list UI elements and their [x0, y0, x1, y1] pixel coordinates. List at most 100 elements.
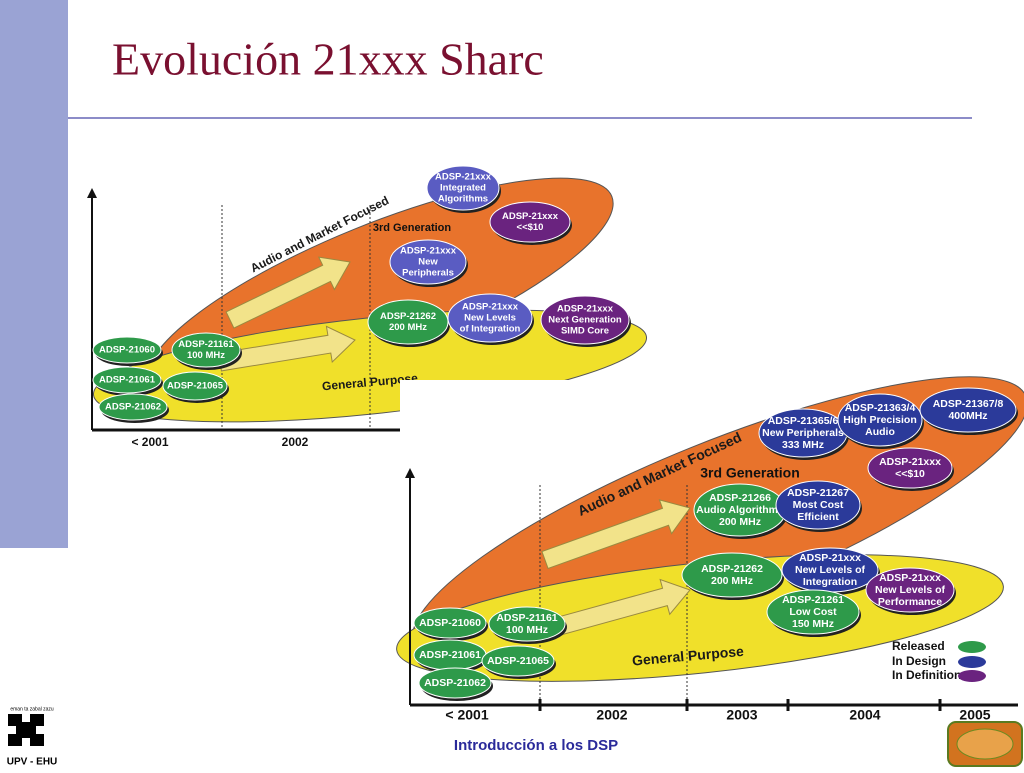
progress-arrow: [225, 256, 351, 329]
y-axis-head: [87, 188, 97, 198]
legend-label: Released: [892, 639, 945, 653]
corner-logo: [947, 721, 1023, 767]
node: [389, 239, 467, 285]
node: [162, 371, 228, 401]
logo-name: UPV - EHU: [7, 757, 58, 768]
node-label: ADSP-21065: [167, 381, 224, 392]
node-label: ADSP-21xxx: [462, 302, 519, 313]
node-label: Peripherals: [402, 268, 454, 279]
generation-label: 3rd Generation: [700, 465, 800, 481]
generation-label: 3rd Generation: [373, 222, 452, 234]
node-label: <<$10: [895, 468, 925, 480]
node-label: ADSP-21xxx: [557, 304, 614, 315]
node: [867, 447, 953, 489]
node: [775, 480, 861, 530]
node-label: ADSP-21060: [99, 345, 155, 356]
node: [540, 295, 630, 345]
node-label: New Peripherals: [762, 427, 844, 439]
node-label: 200 MHz: [389, 322, 427, 333]
node-label: ADSP-21267: [787, 487, 849, 499]
node-label: Performance: [878, 596, 942, 608]
node-label: ADSP-21061: [419, 649, 481, 661]
y-axis-head: [405, 468, 415, 478]
node-label: 100 MHz: [187, 350, 225, 361]
axis-label: 2003: [726, 707, 757, 723]
progress-arrow: [541, 578, 691, 640]
logo: eman ta zabal zazu UPV - EHU: [7, 706, 58, 767]
node: [681, 552, 783, 598]
node-label: ADSP-21365/6: [768, 415, 839, 427]
node-label: ADSP-21161: [496, 612, 557, 624]
node-label: ADSP-21060: [419, 617, 481, 629]
node-label: New Levels of: [795, 564, 866, 576]
node: [447, 293, 533, 343]
node-label: ADSP-21xxx: [435, 172, 492, 183]
logo-mark: [8, 714, 44, 746]
node: [171, 332, 241, 368]
corner-logo-inner: [956, 728, 1014, 760]
node-label: ADSP-21261: [782, 594, 844, 606]
node-label: of Integration: [460, 324, 521, 335]
node: [865, 567, 955, 613]
node-label: ADSP-21161: [178, 339, 234, 350]
node: [413, 607, 487, 639]
node-label: New: [418, 257, 438, 268]
slide-title: Evolución 21xxx Sharc: [112, 34, 544, 85]
axis-label: 2002: [282, 435, 309, 449]
node-label: ADSP-21262: [380, 311, 436, 322]
node-label: ADSP-21266: [709, 492, 771, 504]
progress-arrow: [217, 325, 356, 372]
node: [489, 201, 571, 243]
node-label: ADSP-21xxx: [799, 552, 861, 564]
node-label: ADSP-21xxx: [502, 211, 559, 222]
legend-label: In Definition: [892, 668, 961, 682]
node-label: ADSP-21363/4: [845, 402, 916, 414]
node-label: New Levels: [464, 313, 516, 324]
side-bar: [0, 0, 68, 548]
node-label: 200 MHz: [711, 575, 753, 587]
node-label: <<$10: [517, 222, 544, 233]
legend-swatch: [958, 670, 986, 682]
node-label: Low Cost: [789, 606, 837, 618]
node-label: ADSP-21262: [701, 563, 763, 575]
node: [92, 336, 162, 364]
node-label: Most Cost: [793, 499, 844, 511]
node-label: ADSP-21xxx: [400, 246, 457, 257]
node-label: 400MHz: [948, 410, 987, 422]
node-label: 333 MHz: [782, 439, 824, 451]
axis-label: 2004: [849, 707, 880, 723]
axis-label: 2002: [596, 707, 627, 723]
node-label: SIMD Core: [561, 326, 609, 337]
node-label: New Levels of: [875, 584, 946, 596]
node-label: Algorithms: [438, 194, 488, 205]
axis-label: < 2001: [131, 435, 168, 449]
logo-motto: eman ta zabal zazu: [10, 706, 54, 712]
node: [919, 387, 1017, 433]
node: [418, 667, 492, 699]
node-label: ADSP-21061: [99, 375, 156, 386]
node-label: Next Generation: [548, 315, 622, 326]
progress-arrow: [541, 499, 691, 570]
node-label: Efficient: [797, 511, 839, 523]
node: [426, 165, 500, 211]
node-label: High Precision: [843, 414, 917, 426]
node-label: 100 MHz: [506, 624, 548, 636]
node-label: 150 MHz: [792, 618, 834, 630]
legend-swatch: [958, 641, 986, 653]
node-label: Audio: [865, 426, 895, 438]
node-label: Integrated: [440, 183, 486, 194]
node-label: ADSP-21367/8: [933, 398, 1004, 410]
node: [766, 589, 860, 635]
node-label: ADSP-21062: [424, 677, 486, 689]
node-label: ADSP-21062: [105, 402, 161, 413]
axis-label: < 2001: [445, 707, 488, 723]
footer: Introducción a los DSP: [454, 737, 618, 754]
node-label: ADSP-21xxx: [879, 456, 941, 468]
legend-swatch: [958, 656, 986, 668]
node: [92, 366, 162, 394]
node-label: 200 MHz: [719, 516, 761, 528]
node: [481, 645, 555, 677]
